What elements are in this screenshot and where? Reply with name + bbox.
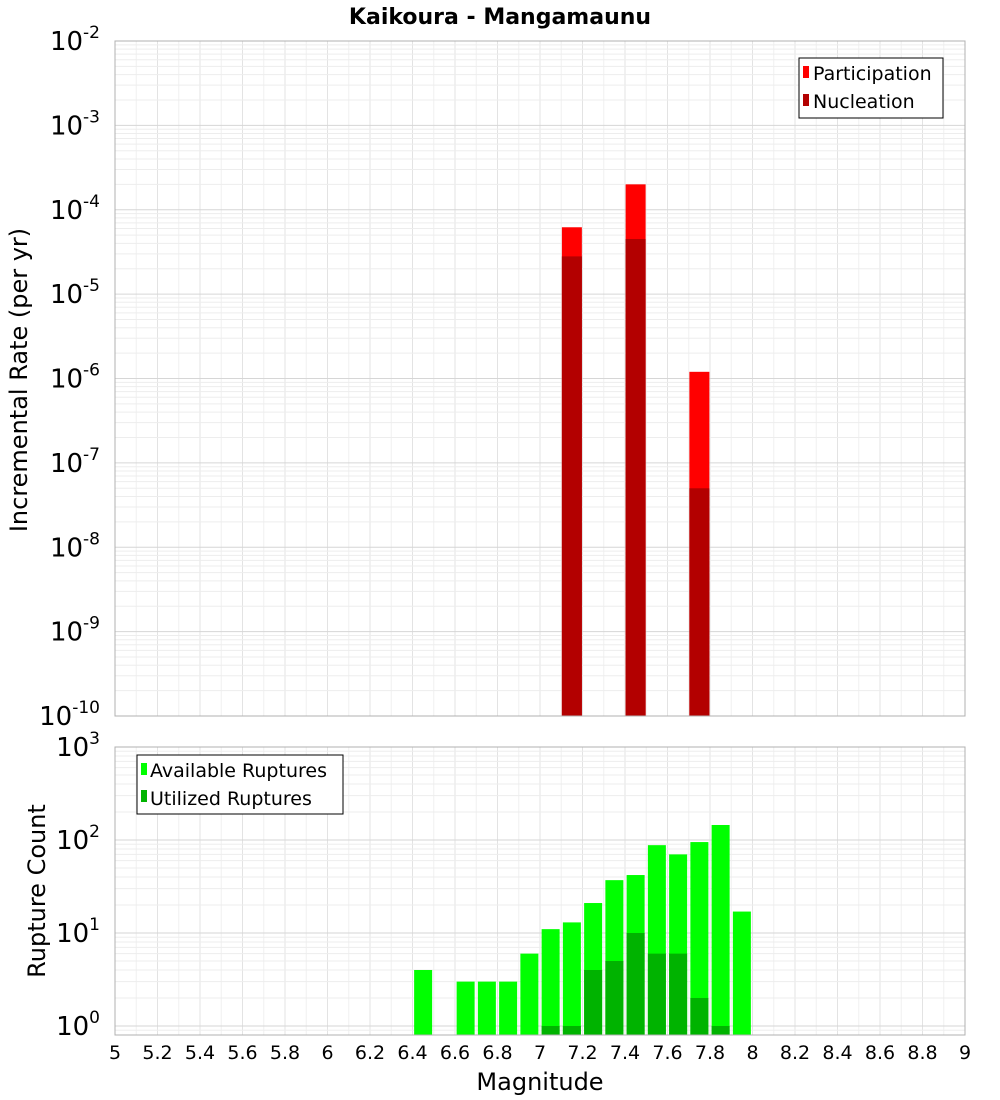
x-axis-label: Magnitude bbox=[476, 1068, 603, 1096]
x-tick-label: 7.8 bbox=[695, 1042, 725, 1064]
rate-y-tick-label: 10-4 bbox=[50, 192, 100, 226]
rate-y-tick-label: 10-3 bbox=[50, 107, 100, 141]
count-bar-available-ruptures-7.75 bbox=[690, 842, 709, 1035]
rate-y-tick-label: 10-7 bbox=[50, 445, 100, 479]
x-tick-label: 5.4 bbox=[185, 1042, 215, 1064]
count-bar-available-ruptures-7.85 bbox=[711, 824, 730, 1035]
rate-y-tick-label: 10-9 bbox=[50, 614, 100, 648]
rate-y-tick-label: 10-10 bbox=[39, 698, 100, 732]
legend-label-utilized: Utilized Ruptures bbox=[150, 788, 312, 810]
count-legend: Available Ruptures Utilized Ruptures bbox=[136, 754, 344, 815]
count-bar-utilized-ruptures-7.15 bbox=[562, 1025, 581, 1035]
count-bar-utilized-ruptures-7.35 bbox=[605, 960, 624, 1035]
legend-label-nucleation: Nucleation bbox=[813, 91, 915, 113]
count-y-tick-label: 101 bbox=[56, 915, 100, 949]
count-bar-available-ruptures-6.85 bbox=[499, 981, 518, 1035]
rate-y-axis-label: Incremental Rate (per yr) bbox=[5, 228, 33, 532]
count-bar-available-ruptures-6.45 bbox=[414, 969, 433, 1035]
legend-label-available: Available Ruptures bbox=[150, 760, 327, 782]
count-y-axis-label: Rupture Count bbox=[23, 804, 51, 978]
rate-y-tick-label: 10-8 bbox=[50, 529, 100, 563]
rate-legend: Participation Nucleation bbox=[798, 57, 944, 119]
count-bar-available-ruptures-7.15 bbox=[562, 922, 581, 1035]
rate-plot-frame bbox=[114, 40, 966, 717]
x-tick-label: 5.8 bbox=[270, 1042, 300, 1064]
x-tick-label: 8.4 bbox=[822, 1042, 852, 1064]
count-bar-available-ruptures-7.95 bbox=[732, 911, 751, 1035]
x-tick-label: 5.2 bbox=[142, 1042, 172, 1064]
rate-bars bbox=[561, 184, 710, 717]
rate-panel: 10-10 10-9 10-8 10-7 10-6 10-5 10-4 10-3 10-2 In… bbox=[5, 23, 966, 732]
rate-y-tick-label: 10-2 bbox=[50, 23, 100, 57]
count-bar-available-ruptures-6.65 bbox=[456, 981, 475, 1035]
rate-bar-nucleation-7.15 bbox=[561, 256, 582, 716]
count-bars bbox=[414, 824, 751, 1035]
x-tick-label: 6.6 bbox=[440, 1042, 470, 1064]
count-bar-utilized-ruptures-7.45 bbox=[626, 932, 645, 1035]
count-bar-utilized-ruptures-7.65 bbox=[669, 953, 688, 1035]
x-tick-label: 9 bbox=[959, 1042, 971, 1064]
count-panel: 100 101 102 103 Rupture Count Available Rup… bbox=[23, 729, 966, 1042]
legend-swatch-available bbox=[141, 763, 147, 775]
x-tick-label: 6.8 bbox=[482, 1042, 512, 1064]
legend-swatch-nucleation bbox=[803, 94, 809, 106]
x-tick-label: 7.4 bbox=[610, 1042, 640, 1064]
rate-y-tick-label: 10-5 bbox=[50, 276, 100, 310]
count-y-ticks: 100 101 102 103 bbox=[56, 729, 100, 1042]
count-bar-utilized-ruptures-7.25 bbox=[584, 969, 603, 1035]
count-bar-available-ruptures-7.05 bbox=[541, 929, 560, 1035]
x-tick-label: 6.2 bbox=[355, 1042, 385, 1064]
count-legend-box bbox=[136, 754, 344, 815]
x-tick-label: 7.2 bbox=[567, 1042, 597, 1064]
count-bar-utilized-ruptures-7.85 bbox=[711, 1025, 730, 1035]
count-plot-frame bbox=[114, 746, 966, 1036]
count-bar-utilized-ruptures-7.75 bbox=[690, 997, 709, 1035]
rate-bar-nucleation-7.45 bbox=[625, 239, 646, 716]
rate-bar-nucleation-7.75 bbox=[689, 488, 710, 716]
x-tick-label: 6 bbox=[321, 1042, 333, 1064]
rate-y-tick-label: 10-6 bbox=[50, 361, 100, 395]
x-tick-label: 5 bbox=[109, 1042, 121, 1064]
count-y-tick-label: 103 bbox=[56, 729, 100, 763]
x-tick-label: 8.6 bbox=[865, 1042, 895, 1064]
legend-swatch-utilized bbox=[141, 790, 147, 802]
x-ticks: 5 5.2 5.4 5.6 5.8 6 6.2 6.4 6.6 6.8 7 7.2 7.4 7.6 7.8 8… bbox=[109, 1042, 971, 1064]
legend-swatch-participation bbox=[803, 66, 809, 78]
chart-title: Kaikoura - Mangamaunu bbox=[349, 5, 651, 30]
count-bar-utilized-ruptures-7.55 bbox=[647, 953, 666, 1035]
x-tick-label: 7 bbox=[534, 1042, 546, 1064]
rate-grid bbox=[114, 40, 966, 717]
count-bar-available-ruptures-6.95 bbox=[520, 953, 539, 1035]
rate-legend-box bbox=[798, 57, 944, 119]
legend-label-participation: Participation bbox=[813, 63, 932, 85]
x-tick-label: 7.6 bbox=[652, 1042, 682, 1064]
count-bar-available-ruptures-6.75 bbox=[477, 981, 496, 1035]
x-tick-label: 8.8 bbox=[907, 1042, 937, 1064]
rate-y-ticks: 10-10 10-9 10-8 10-7 10-6 10-5 10-4 10-3 10-2 bbox=[39, 23, 100, 732]
x-tick-label: 5.6 bbox=[227, 1042, 257, 1064]
count-y-tick-label: 102 bbox=[56, 822, 100, 856]
x-tick-label: 8.2 bbox=[780, 1042, 810, 1064]
count-bar-utilized-ruptures-7.05 bbox=[541, 1025, 560, 1035]
count-y-tick-label: 100 bbox=[56, 1008, 100, 1042]
x-tick-label: 8 bbox=[746, 1042, 758, 1064]
x-tick-label: 6.4 bbox=[397, 1042, 427, 1064]
